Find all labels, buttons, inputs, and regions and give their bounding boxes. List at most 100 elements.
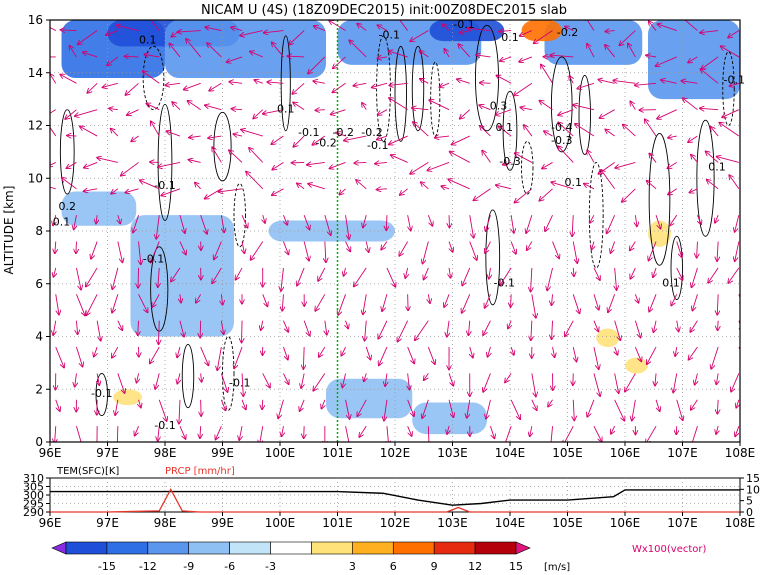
wind-vector — [496, 75, 512, 84]
wind-vector — [241, 130, 263, 137]
wind-vector — [514, 82, 533, 95]
wind-vector — [467, 28, 491, 30]
contour-label: -0.3 — [551, 134, 572, 147]
wind-vector — [117, 373, 125, 393]
wind-vector — [427, 426, 430, 442]
wind-vector — [572, 241, 577, 263]
wind-vector — [84, 189, 98, 191]
wind-vector — [377, 189, 387, 190]
wind-vector — [144, 54, 160, 56]
wind-vector — [76, 267, 81, 290]
colorbar-box — [392, 541, 435, 555]
wind-vector — [448, 179, 470, 190]
bottom-panel: TEM(SFC)[K] PRCP [mm/hr] 310305300295290… — [23, 466, 760, 530]
wind-vector — [357, 399, 367, 416]
wind-vector — [558, 109, 574, 116]
shaded-region-5 — [544, 20, 643, 65]
wind-vector — [321, 399, 324, 409]
wind-vector — [448, 241, 453, 252]
wind-vector — [229, 150, 243, 163]
wind-vector — [593, 425, 602, 441]
wind-vector — [655, 399, 660, 411]
wind-vector — [635, 215, 637, 226]
wind-vector — [179, 241, 186, 255]
colorbar-box — [65, 541, 108, 555]
wind-vector — [400, 188, 408, 195]
colorbar-label: -9 — [183, 560, 194, 573]
wind-vector — [468, 320, 469, 336]
colorbar-box — [474, 541, 517, 555]
wind-vector — [389, 135, 408, 144]
wind-vector — [444, 294, 450, 307]
wind-vector — [655, 215, 660, 228]
wind-vector — [356, 180, 367, 190]
wind-vector — [711, 127, 719, 137]
wind-vector — [630, 267, 636, 279]
colorbar-label: 15 — [509, 560, 523, 573]
vector-label: Wx100(vector) — [632, 544, 707, 555]
wind-vector — [558, 122, 574, 137]
wind-vector — [365, 346, 370, 360]
wind-vector — [125, 188, 139, 193]
wind-vector — [283, 215, 287, 225]
wind-vector — [111, 129, 119, 137]
wind-vector — [658, 24, 677, 31]
contour-label: 0.3 — [490, 100, 508, 113]
wind-vector — [534, 30, 553, 44]
wind-vector — [480, 126, 491, 137]
colorbar-box — [270, 541, 312, 555]
colorbar-label: -6 — [224, 560, 235, 573]
wind-vector — [615, 267, 617, 290]
wind-vector — [135, 426, 139, 435]
wind-vector — [83, 52, 98, 58]
wind-vector — [242, 373, 243, 396]
wind-vector — [690, 320, 698, 332]
wind-vector — [84, 162, 98, 167]
wind-vector — [449, 267, 450, 278]
wind-vector — [420, 79, 429, 84]
wind-vector — [676, 267, 683, 280]
wind-vector — [700, 31, 719, 33]
wind-vector — [184, 82, 201, 89]
contour-line — [59, 109, 75, 195]
wind-vector — [716, 373, 718, 384]
wind-vector — [308, 184, 325, 190]
wind-vector — [151, 121, 160, 137]
x-tick-label: 101E — [322, 516, 353, 530]
wind-vector — [490, 426, 494, 438]
top-panel: 0.1 -0.1-0.10.1 -0.2-0.10.30.1-0.1 -0.2 -0.2… — [2, 13, 755, 460]
tem-series-line — [50, 489, 740, 506]
wind-vector — [634, 346, 641, 361]
wind-vector — [127, 109, 139, 115]
wind-vector — [511, 294, 512, 307]
wind-vector — [688, 135, 698, 142]
wind-vector — [545, 214, 553, 231]
contour-label: 0.1 — [53, 216, 71, 229]
colorbar-box — [147, 541, 190, 555]
wind-vector — [267, 82, 284, 83]
wind-vector — [341, 346, 346, 356]
wind-vector — [292, 82, 305, 94]
wind-vector — [333, 82, 346, 92]
prcp-label: PRCP [mm/hr] — [165, 466, 235, 477]
wind-vector — [661, 80, 677, 84]
wind-vector — [282, 426, 284, 436]
wind-vector — [125, 82, 139, 95]
wind-vector — [619, 30, 636, 46]
shaded-region-8 — [130, 215, 234, 337]
wind-vector — [410, 162, 429, 173]
wind-vector — [217, 346, 222, 370]
wind-vector — [76, 241, 77, 254]
wind-vector — [171, 267, 181, 282]
wind-vector — [391, 155, 408, 163]
shaded-region-14 — [648, 220, 671, 247]
wind-vector — [241, 399, 246, 410]
wind-vector — [681, 81, 698, 84]
x-tick-label: 98E — [154, 446, 177, 460]
x-tick-label: 96E — [39, 446, 62, 460]
contour-line — [411, 45, 425, 132]
wind-vector — [708, 267, 719, 283]
wind-vector — [282, 294, 283, 310]
wind-vector — [500, 267, 512, 285]
wind-vector — [486, 399, 491, 419]
